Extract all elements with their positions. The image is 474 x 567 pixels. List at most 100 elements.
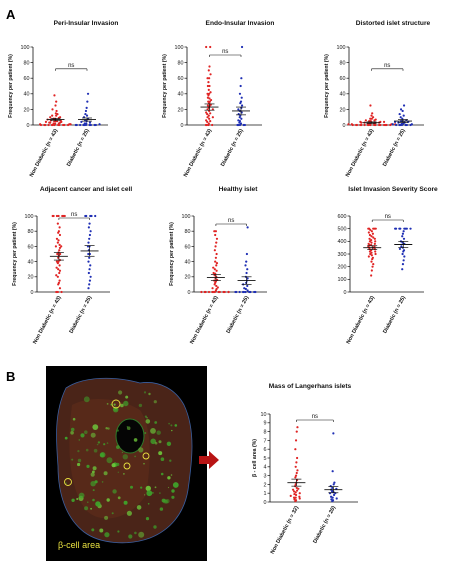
stain-spot: [85, 448, 89, 452]
data-point: [55, 260, 59, 263]
data-point: [87, 287, 90, 290]
data-point: [43, 123, 46, 127]
data-point: [402, 237, 406, 240]
data-point: [53, 94, 56, 97]
data-point: [84, 214, 87, 218]
data-point: [59, 116, 62, 119]
stain-spot: [101, 481, 104, 483]
data-point: [55, 274, 58, 277]
stain-spot: [143, 391, 147, 394]
y-tick-label: 100: [25, 214, 34, 220]
data-point: [239, 84, 242, 88]
significance-label: ns: [385, 214, 391, 220]
stain-spot: [84, 506, 89, 511]
data-point: [57, 214, 60, 218]
stain-spot: [150, 428, 156, 434]
data-point: [374, 118, 377, 121]
stain-spot: [65, 482, 67, 484]
chart-panel: Endo-Insular Invasion 0 20 40 60 80 100 Frequen…: [162, 20, 274, 178]
y-tick-label: 1: [264, 491, 267, 497]
data-point: [54, 112, 57, 115]
y-tick-label: 0: [27, 123, 30, 129]
stain-spot: [148, 392, 151, 396]
data-point: [207, 100, 210, 103]
chart-panel: Adjacent cancer and islet cell 0 20 40 60 80 1…: [12, 186, 132, 345]
stain-spot: [76, 498, 79, 500]
data-point: [373, 237, 376, 240]
y-tick-label: 0: [264, 500, 267, 506]
data-point: [206, 120, 209, 123]
stain-spot: [147, 503, 150, 505]
islet-outline: [64, 478, 72, 486]
data-point: [249, 290, 252, 294]
y-tick-label: 8: [264, 430, 267, 436]
data-point: [367, 255, 370, 258]
stain-spot: [90, 507, 92, 510]
stain-spot: [138, 447, 144, 453]
data-point: [39, 123, 42, 126]
data-point: [398, 123, 401, 127]
data-point: [89, 275, 92, 278]
data-point: [410, 123, 413, 126]
x-category-label: Diabetic (n = 25): [382, 295, 407, 335]
data-point: [56, 275, 59, 278]
data-point: [293, 498, 296, 501]
chart-title: Islet Invasion Severity Score: [348, 186, 438, 193]
data-point: [379, 123, 382, 127]
data-point: [57, 281, 61, 284]
data-point: [374, 252, 377, 256]
stain-spot: [71, 458, 74, 461]
stain-spot: [111, 463, 116, 468]
x-category-label: Diabetic (n = 25): [69, 295, 94, 335]
data-point: [87, 260, 90, 263]
data-point: [335, 497, 338, 500]
data-point: [212, 271, 215, 275]
stain-spot: [92, 498, 95, 502]
stain-spot: [162, 498, 167, 504]
data-point: [296, 489, 299, 492]
data-point: [86, 92, 90, 95]
y-tick-label: 60: [28, 244, 34, 250]
stain-spot: [120, 403, 124, 408]
stain-spot: [117, 530, 120, 533]
data-point: [331, 496, 334, 499]
data-point: [207, 114, 210, 117]
y-tick-label: 100: [337, 45, 346, 51]
data-point: [94, 123, 97, 127]
y-tick-label: 100: [21, 45, 30, 51]
data-point: [237, 108, 240, 111]
stain-spot: [172, 482, 179, 488]
data-point: [369, 104, 372, 107]
data-point: [58, 271, 61, 275]
data-point: [84, 109, 88, 113]
data-point: [213, 249, 216, 252]
y-tick-label: 600: [338, 214, 347, 220]
data-point: [208, 77, 211, 80]
beta-cell-stain: [64, 390, 179, 539]
data-point: [291, 488, 295, 491]
data-point: [58, 249, 61, 252]
data-point: [294, 499, 298, 502]
y-tick-label: 80: [178, 61, 184, 67]
data-point: [244, 264, 247, 267]
data-point: [409, 227, 412, 230]
stain-spot: [159, 507, 164, 511]
data-point: [52, 122, 55, 125]
data-point: [207, 88, 210, 91]
stain-spot: [106, 457, 113, 464]
data-point: [209, 91, 212, 94]
stain-spot: [78, 492, 85, 499]
data-point: [370, 230, 373, 233]
data-point: [213, 268, 216, 271]
data-point: [246, 284, 249, 288]
data-point: [58, 279, 61, 282]
y-tick-label: 20: [24, 107, 30, 113]
data-point: [85, 122, 88, 125]
x-category-label: Diabetic (n = 20): [312, 505, 337, 545]
stain-spot: [144, 494, 146, 496]
y-tick-label: 40: [185, 260, 191, 266]
chart-panel: Peri-Insular Invasion 0 20 40 60 80 100 Frequen…: [8, 20, 118, 178]
data-point: [215, 269, 218, 272]
data-point: [401, 268, 404, 271]
stain-spot: [158, 451, 163, 456]
